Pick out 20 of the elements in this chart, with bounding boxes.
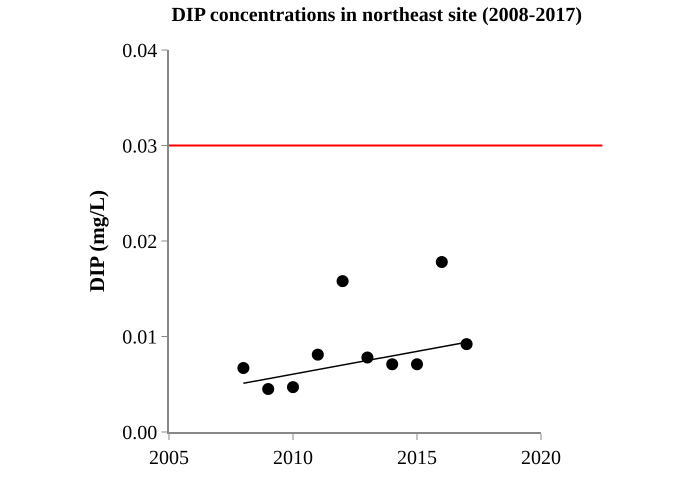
point — [460, 338, 473, 350]
y-tick-label: 0.04 — [122, 40, 158, 62]
point — [336, 275, 349, 288]
x-tick-label: 2015 — [397, 446, 437, 469]
point — [287, 381, 299, 394]
chart-title: DIP concentrations in northeast site (2008-2017) — [171, 4, 582, 26]
point — [237, 362, 250, 374]
x-tick-label: 2010 — [273, 446, 313, 469]
point — [312, 348, 324, 361]
y-tick-label: 0.00 — [122, 422, 158, 444]
point — [262, 383, 274, 396]
x-tick-label: 2005 — [149, 446, 189, 469]
y-tick-label: 0.01 — [122, 326, 158, 348]
y-tick-label: 0.03 — [122, 136, 158, 158]
point — [411, 358, 423, 370]
y-axis-title: DIP (mg/L) — [84, 190, 109, 292]
point — [436, 256, 448, 268]
x-tick-label: 2020 — [521, 446, 561, 469]
point — [386, 358, 398, 370]
y-tick-label: 0.02 — [122, 231, 158, 253]
